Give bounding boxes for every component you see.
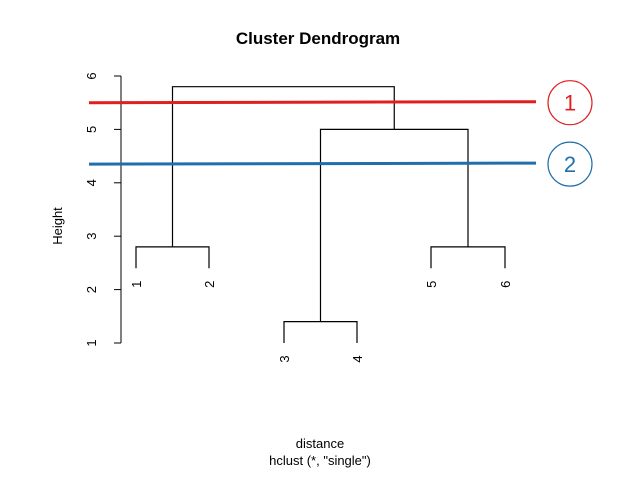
- merge-link-4: [171, 86, 395, 247]
- y-tick-label: 2: [84, 286, 99, 293]
- y-tick-label: 1: [84, 339, 99, 346]
- cut-line-label-1: 1: [564, 91, 576, 116]
- cut-line-marker-1: [547, 80, 593, 126]
- dendrogram-tree: [135, 86, 506, 343]
- cut-lines: 12: [88, 80, 593, 187]
- leaf-label-3: 3: [277, 355, 292, 362]
- merge-link-3: [319, 128, 469, 322]
- leaf-label-2: 2: [202, 281, 217, 288]
- y-tick-label: 4: [84, 179, 99, 186]
- y-axis: 1 2 3 4 5 6: [84, 72, 122, 347]
- cut-line-2: [88, 161, 537, 166]
- y-axis-label: Height: [50, 207, 65, 245]
- x-axis-label: distance: [296, 436, 344, 451]
- y-tick-label: 6: [84, 72, 99, 79]
- leaf-label-4: 4: [350, 355, 365, 362]
- cut-line-1: [88, 100, 537, 105]
- merge-link-0: [283, 321, 358, 343]
- leaf-label-5: 5: [424, 281, 439, 288]
- merge-link-2: [430, 246, 506, 269]
- leaf-label-1: 1: [129, 281, 144, 288]
- leaf-label-6: 6: [498, 281, 513, 288]
- merge-link-1: [135, 246, 210, 269]
- method-sublabel: hclust (*, "single"): [269, 453, 371, 468]
- chart-title: Cluster Dendrogram: [236, 29, 400, 48]
- cut-line-marker-2: [547, 141, 593, 187]
- leaf-labels: 1 2 3 4 5 6: [129, 281, 513, 363]
- y-tick-label: 3: [84, 233, 99, 240]
- cut-line-label-2: 2: [564, 152, 576, 177]
- y-tick-label: 5: [84, 126, 99, 133]
